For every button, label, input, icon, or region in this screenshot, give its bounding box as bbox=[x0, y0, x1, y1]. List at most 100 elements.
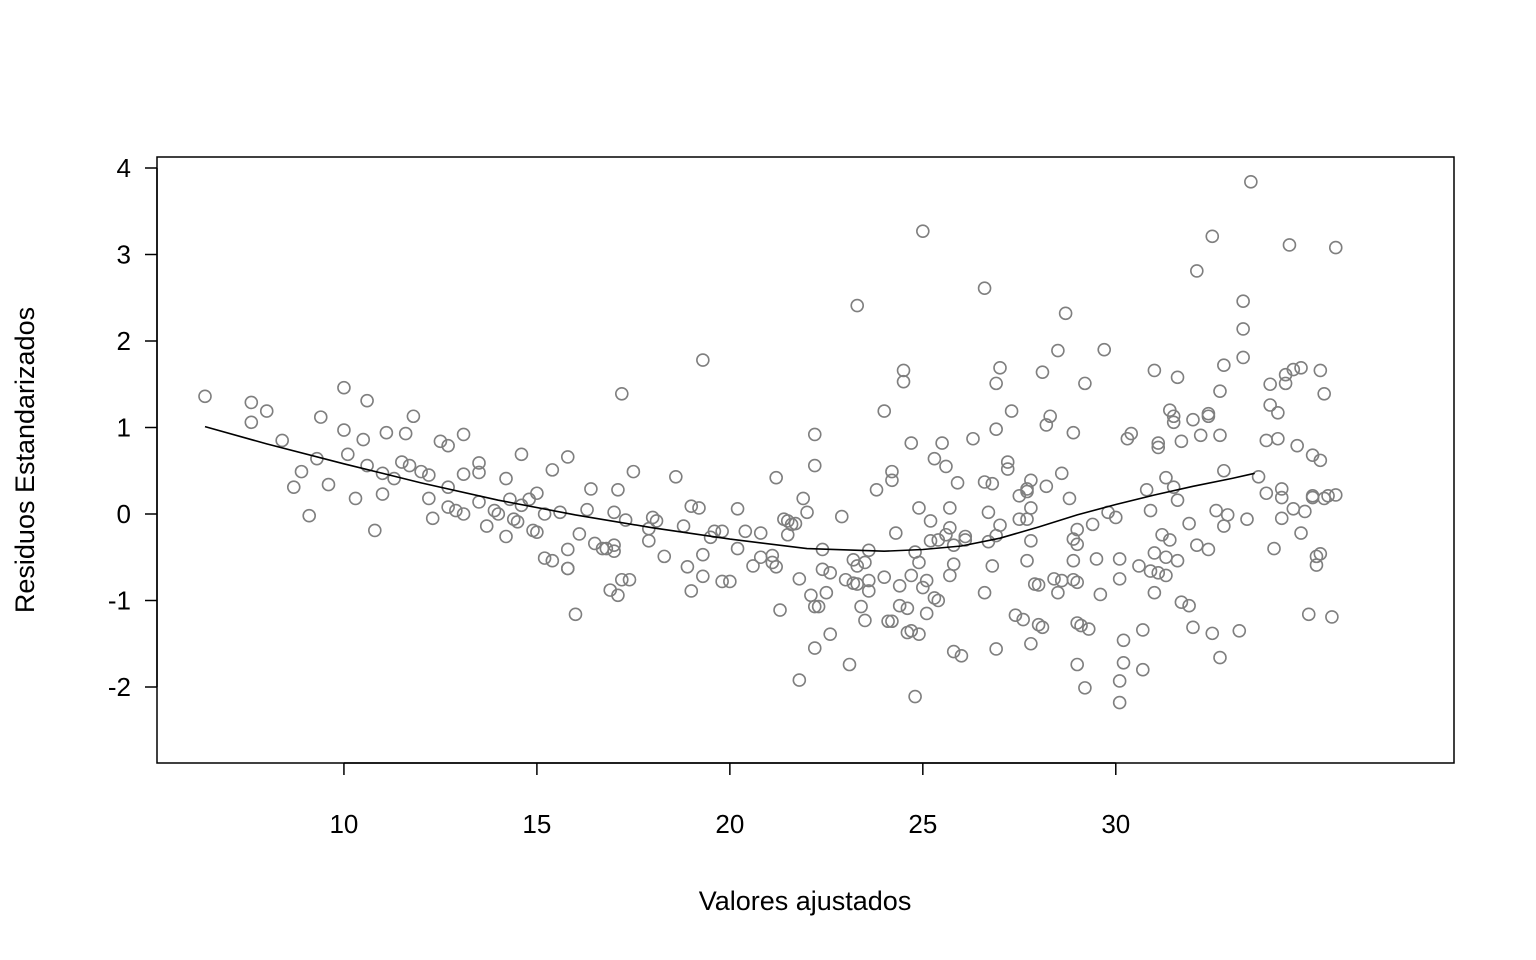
data-point bbox=[433, 434, 448, 449]
data-point bbox=[1031, 578, 1046, 592]
data-point bbox=[815, 562, 830, 577]
data-point bbox=[993, 518, 1007, 533]
data-point bbox=[1298, 504, 1312, 519]
data-point bbox=[935, 436, 949, 450]
data-point bbox=[1159, 550, 1173, 565]
data-point bbox=[1136, 623, 1150, 637]
data-point bbox=[1263, 398, 1277, 412]
data-point bbox=[348, 491, 363, 506]
data-point bbox=[1070, 522, 1084, 537]
y-tick-label: -2 bbox=[108, 672, 131, 702]
data-point bbox=[1004, 404, 1019, 418]
data-point bbox=[1124, 426, 1139, 441]
data-point bbox=[1151, 436, 1166, 450]
data-point bbox=[1039, 418, 1054, 432]
data-point bbox=[877, 570, 892, 584]
data-point bbox=[1163, 533, 1177, 547]
data-point bbox=[1024, 636, 1038, 651]
data-point bbox=[1313, 453, 1328, 468]
data-point bbox=[1274, 482, 1289, 496]
data-point bbox=[919, 573, 934, 588]
data-point bbox=[1147, 585, 1162, 600]
data-point bbox=[854, 599, 868, 614]
data-point bbox=[259, 404, 274, 418]
data-point bbox=[1093, 587, 1108, 602]
data-point bbox=[472, 465, 486, 480]
data-point bbox=[1012, 512, 1027, 526]
data-point bbox=[642, 521, 656, 536]
data-point bbox=[1190, 538, 1204, 552]
data-point bbox=[869, 482, 884, 497]
data-point bbox=[1112, 695, 1127, 710]
data-point bbox=[807, 427, 822, 442]
data-point bbox=[1112, 674, 1127, 688]
data-point bbox=[1070, 616, 1084, 630]
data-point bbox=[1020, 512, 1034, 526]
data-point bbox=[503, 492, 517, 507]
x-tick-label: 15 bbox=[522, 809, 551, 839]
data-point bbox=[545, 463, 560, 477]
data-point bbox=[1274, 490, 1289, 505]
data-point bbox=[1166, 480, 1181, 494]
data-point bbox=[1108, 510, 1123, 525]
y-tick-label: 4 bbox=[117, 153, 131, 183]
x-tick-label: 30 bbox=[1101, 809, 1130, 839]
data-point bbox=[1201, 542, 1216, 557]
data-point bbox=[819, 585, 834, 600]
data-point bbox=[487, 503, 502, 518]
data-point bbox=[537, 551, 552, 565]
data-point bbox=[321, 477, 336, 492]
data-point bbox=[1278, 376, 1293, 391]
data-point bbox=[1182, 598, 1196, 613]
y-axis-title: Residuos Estandarizados bbox=[10, 307, 40, 613]
data-point bbox=[375, 487, 390, 501]
data-point bbox=[425, 511, 440, 526]
data-point bbox=[1066, 572, 1081, 587]
data-point bbox=[1190, 264, 1204, 278]
data-points bbox=[198, 175, 1343, 710]
data-point bbox=[912, 555, 926, 570]
data-point bbox=[1070, 657, 1084, 672]
data-point bbox=[904, 568, 919, 583]
data-point bbox=[850, 559, 865, 573]
data-point bbox=[916, 224, 930, 238]
data-point bbox=[1286, 502, 1301, 516]
data-point bbox=[896, 374, 911, 389]
data-point bbox=[1193, 428, 1208, 443]
data-point bbox=[1313, 363, 1328, 378]
data-point bbox=[669, 470, 683, 484]
data-point bbox=[943, 501, 957, 515]
data-point bbox=[1236, 294, 1250, 309]
data-point bbox=[746, 559, 760, 573]
data-point bbox=[696, 569, 710, 584]
data-point bbox=[765, 548, 780, 563]
data-point bbox=[738, 524, 753, 539]
data-point bbox=[904, 623, 919, 638]
data-point bbox=[607, 505, 621, 520]
data-point bbox=[302, 508, 317, 523]
data-point bbox=[1282, 238, 1297, 252]
data-point bbox=[885, 473, 899, 488]
data-point bbox=[684, 584, 699, 598]
data-point bbox=[858, 555, 872, 570]
data-point bbox=[514, 447, 529, 462]
data-point bbox=[1078, 681, 1092, 695]
data-point bbox=[530, 486, 544, 501]
data-point bbox=[1024, 501, 1038, 515]
data-point bbox=[1000, 462, 1015, 476]
data-point bbox=[807, 458, 822, 473]
data-point bbox=[1251, 470, 1266, 484]
data-point bbox=[877, 404, 892, 418]
x-tick-label: 20 bbox=[715, 809, 744, 839]
data-point bbox=[1294, 526, 1308, 540]
data-point bbox=[1020, 553, 1034, 568]
data-point bbox=[360, 393, 374, 408]
data-point bbox=[479, 519, 494, 533]
data-point bbox=[649, 514, 664, 528]
data-point bbox=[1313, 546, 1328, 561]
data-point bbox=[1205, 626, 1220, 641]
data-point bbox=[1209, 503, 1223, 518]
data-point bbox=[834, 509, 849, 524]
data-point bbox=[1166, 415, 1181, 430]
data-point bbox=[1213, 650, 1227, 665]
